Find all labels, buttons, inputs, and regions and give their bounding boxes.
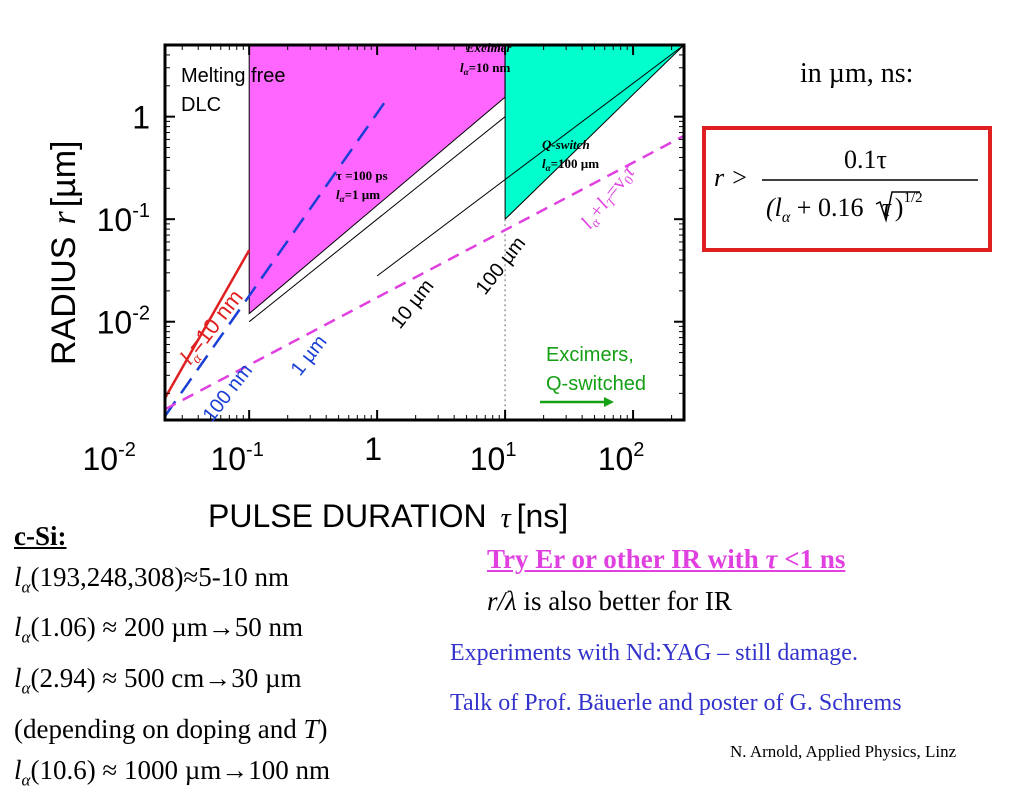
region-q-switch [504,44,686,221]
blue-1um-label: 1 µm [287,331,332,380]
formula-numerator: 0.1τ [844,145,887,174]
credit-footer: N. Arnold, Applied Physics, Linz [730,742,957,761]
y-tick-label: 10-2 [97,303,150,341]
series-line-0 [163,249,251,399]
x-tick-label: 10-1 [210,439,263,477]
x-tick-label: 1 [364,431,382,467]
excimers-label: Excimers, [546,344,634,366]
tau-absorption-label: lα=1 µm [336,187,380,204]
tau-100ps-label: τ =100 ps [336,168,388,183]
y-tick-label: 1 [132,100,150,136]
series-line-4 [376,44,685,277]
units-note: in µm, ns: [800,58,914,89]
x-tick-label: 102 [598,439,645,477]
try-er-note: Try Er or other IR with τ <1 ns [487,544,846,574]
formula-denominator: (lα + 0.16 τ)1/2 [766,190,923,226]
talk-note: Talk of Prof. Bäuerle and poster of G. S… [450,690,902,716]
qswitched-label: Q-switched [546,373,646,395]
sqrt-sign [875,191,920,223]
series-line-1 [163,97,389,417]
green-arrow-head [604,397,614,407]
log-log-chart: 10-2 10-1 1 101 102 1 10-1 10-2 PULSE DURATION τ… [45,40,686,534]
excimer-title: Excimer [465,40,512,55]
red-line-label: lα=10 nm [174,285,251,372]
series-line-2 [164,134,685,411]
experiments-note: Experiments with Nd:YAG – still damage. [450,640,858,666]
x-axis-title: PULSE DURATION τ [ns] [208,498,568,534]
magenta-line-label: lα+lT=v0τ [577,161,642,234]
csi-line: lα(1.06) ≈ 200 µm→50 nm [14,612,304,647]
black-10um-label: 10 µm [387,275,439,333]
series-line-3 [248,116,506,323]
csi-line: lα(10.6) ≈ 1000 µm→100 nm [14,754,331,790]
csi-line: (depending on doping and T) [14,714,328,745]
csi-header: c-Si: [14,521,67,551]
formula-box: r > 0.1τ (lα + 0.16 τ)1/2 [702,126,992,252]
ir-note: r/λ is also better for IR [487,586,732,616]
csi-line: lα(193,248,308)≈5-10 nm [14,561,289,596]
csi-line: lα(2.94) ≈ 500 cm→30 µm [14,663,302,698]
melting-free-label: Melting free [181,65,286,87]
x-tick-label: 10-2 [82,439,135,477]
excimer-absorption-label: lα=10 nm [460,60,510,77]
dlc-label: DLC [181,94,221,116]
y-tick-label: 10-1 [97,200,150,238]
formula-lhs: r > [714,163,748,192]
y-axis-title: RADIUSr[µm] [45,140,83,365]
qswitch-title: Q-switch [542,137,590,152]
formula: r > 0.1τ (lα + 0.16 τ)1/2 [714,145,978,226]
plot-frame [163,43,686,422]
x-tick-label: 101 [470,439,517,477]
qswitch-absorption-label: lα=100 µm [542,156,599,173]
black-100um-label: 100 µm [472,233,531,299]
csi-notes: c-Si: lα(193,248,308)≈5-10 nm lα(1.06) ≈… [14,516,330,801]
